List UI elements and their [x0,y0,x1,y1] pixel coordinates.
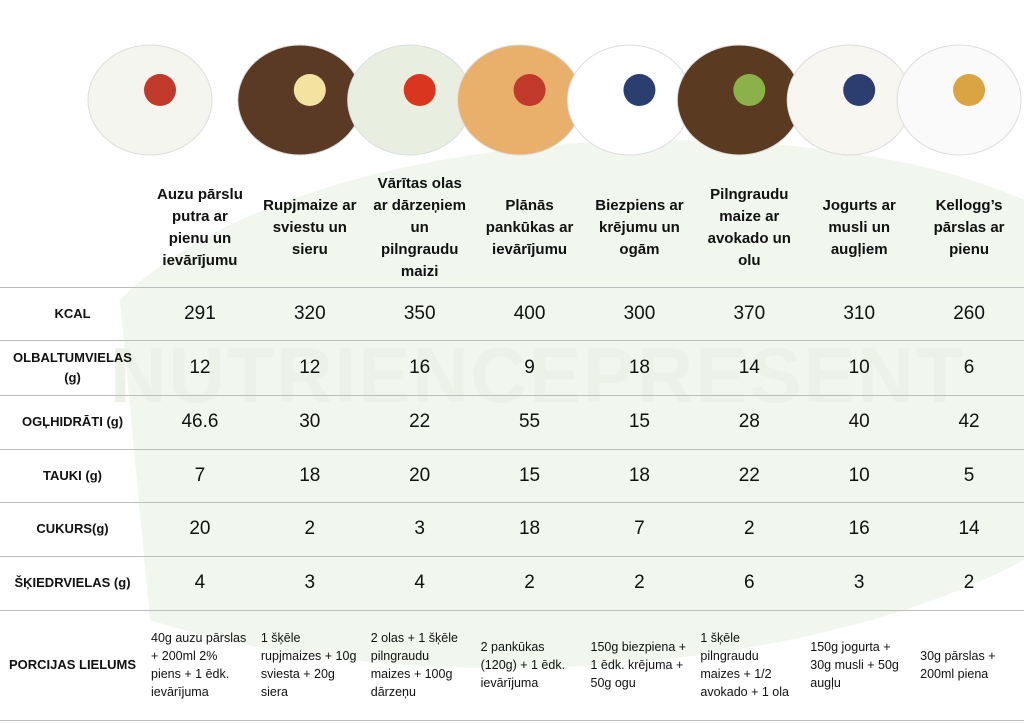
value: 16 [848,518,870,539]
value: 9 [524,356,535,378]
portion-text: 1 šķēle pilngraudu maizes + 1/2 avokado … [700,631,789,699]
value: 14 [738,356,760,378]
portion-text: 1 šķēle rupjmaizes + 10g sviesta + 20g s… [260,631,357,699]
column-header: Vārītas olas ar dārzeņiem un pilngraudu … [373,175,466,280]
value: 42 [958,411,980,432]
value: 15 [628,411,650,432]
value: 2 [963,572,975,593]
value: 46.6 [181,411,219,432]
portion-text: 2 pankūkas (120g) + 1 ēdk. ievārījuma [480,640,566,690]
row-divider [0,610,1024,611]
value: 3 [304,572,316,593]
value: 4 [414,572,425,593]
value: 260 [953,302,985,324]
value: 10 [848,356,870,378]
column-header: Biezpiens ar krējumu un ogām [595,197,684,258]
value: 7 [194,464,206,486]
value: 300 [623,302,656,324]
value: 22 [738,464,760,486]
value: 14 [958,518,980,539]
portion-text: 30g pārslas + 200ml piena [920,649,996,681]
column-header: Auzu pārslu putra ar pienu un ievārījumu [157,186,243,269]
value: 10 [848,464,870,486]
row-divider [0,449,1024,450]
value: 20 [189,518,211,539]
value: 2 [744,518,755,539]
value: 310 [843,302,876,324]
food-image [457,44,583,156]
value: 12 [189,356,211,378]
food-image [786,44,912,156]
column-header: Pilngraudu maize ar avokado un olu [707,186,791,269]
food-images [87,44,1022,156]
value: 5 [963,464,975,486]
value: 400 [513,302,546,324]
value: 28 [738,411,760,432]
portion-text: 40g auzu pārslas + 200ml 2% piens + 1 ēd… [151,631,247,699]
value: 350 [403,302,436,324]
portion-text: 150g jogurta + 30g musli + 50g augļu [810,640,899,690]
value: 18 [299,464,321,486]
value: 3 [414,518,425,539]
value: 40 [848,411,870,432]
value: 20 [409,464,431,486]
column-header: Rupjmaize ar sviestu un sieru [263,197,357,258]
column-header: Kellogg’s pārslas ar pienu [933,197,1005,258]
value: 2 [304,518,316,539]
row-divider [0,556,1024,557]
column-header: Plānās pankūkas ar ievārījumu [485,197,574,258]
food-image [237,44,363,156]
row-divider [0,287,1024,288]
value: 291 [184,302,216,324]
row-label: ŠĶIEDRVIELAS (g) [14,575,131,590]
value: 18 [628,464,650,486]
value: 2 [524,572,535,593]
value: 18 [518,518,541,539]
portion-text: 2 olas + 1 šķēle pilngraudu maizes + 100… [370,631,458,699]
value: 6 [744,572,755,593]
food-image [347,44,473,156]
value: 12 [299,356,321,378]
value: 7 [634,518,645,539]
value: 370 [733,302,766,324]
value: 3 [853,572,865,593]
value: 16 [409,356,431,378]
value: 6 [963,356,975,378]
food-image [566,44,692,156]
food-image [676,44,802,156]
food-image [87,44,213,156]
value: 30 [299,411,321,432]
watermark: NUTRIENCEPRESENT [110,331,966,419]
row-label: OGĻHIDRĀTI (g) [21,414,124,429]
value: 55 [518,411,541,432]
value: 2 [634,572,645,593]
row-divider [0,340,1024,341]
food-image [896,44,1022,156]
row-label: PORCIJAS LIELUMS [8,657,137,672]
value: 320 [293,302,326,324]
row-label: OLBALTUMVIELAS (g) [13,349,132,385]
column-header: Jogurts ar musli un augļiem [822,197,896,258]
row-label: CUKURS(g) [36,521,109,536]
row-divider [0,502,1024,503]
value: 4 [194,572,206,593]
value: 22 [409,411,431,432]
value: 15 [518,464,541,486]
portion-text: 150g biezpiena + 1 ēdk. krējuma + 50g og… [590,640,687,690]
row-label: KCAL [54,305,91,321]
row-divider [0,395,1024,396]
row-divider [0,720,1024,721]
value: 18 [628,356,650,378]
row-label: TAUKI (g) [43,467,102,483]
